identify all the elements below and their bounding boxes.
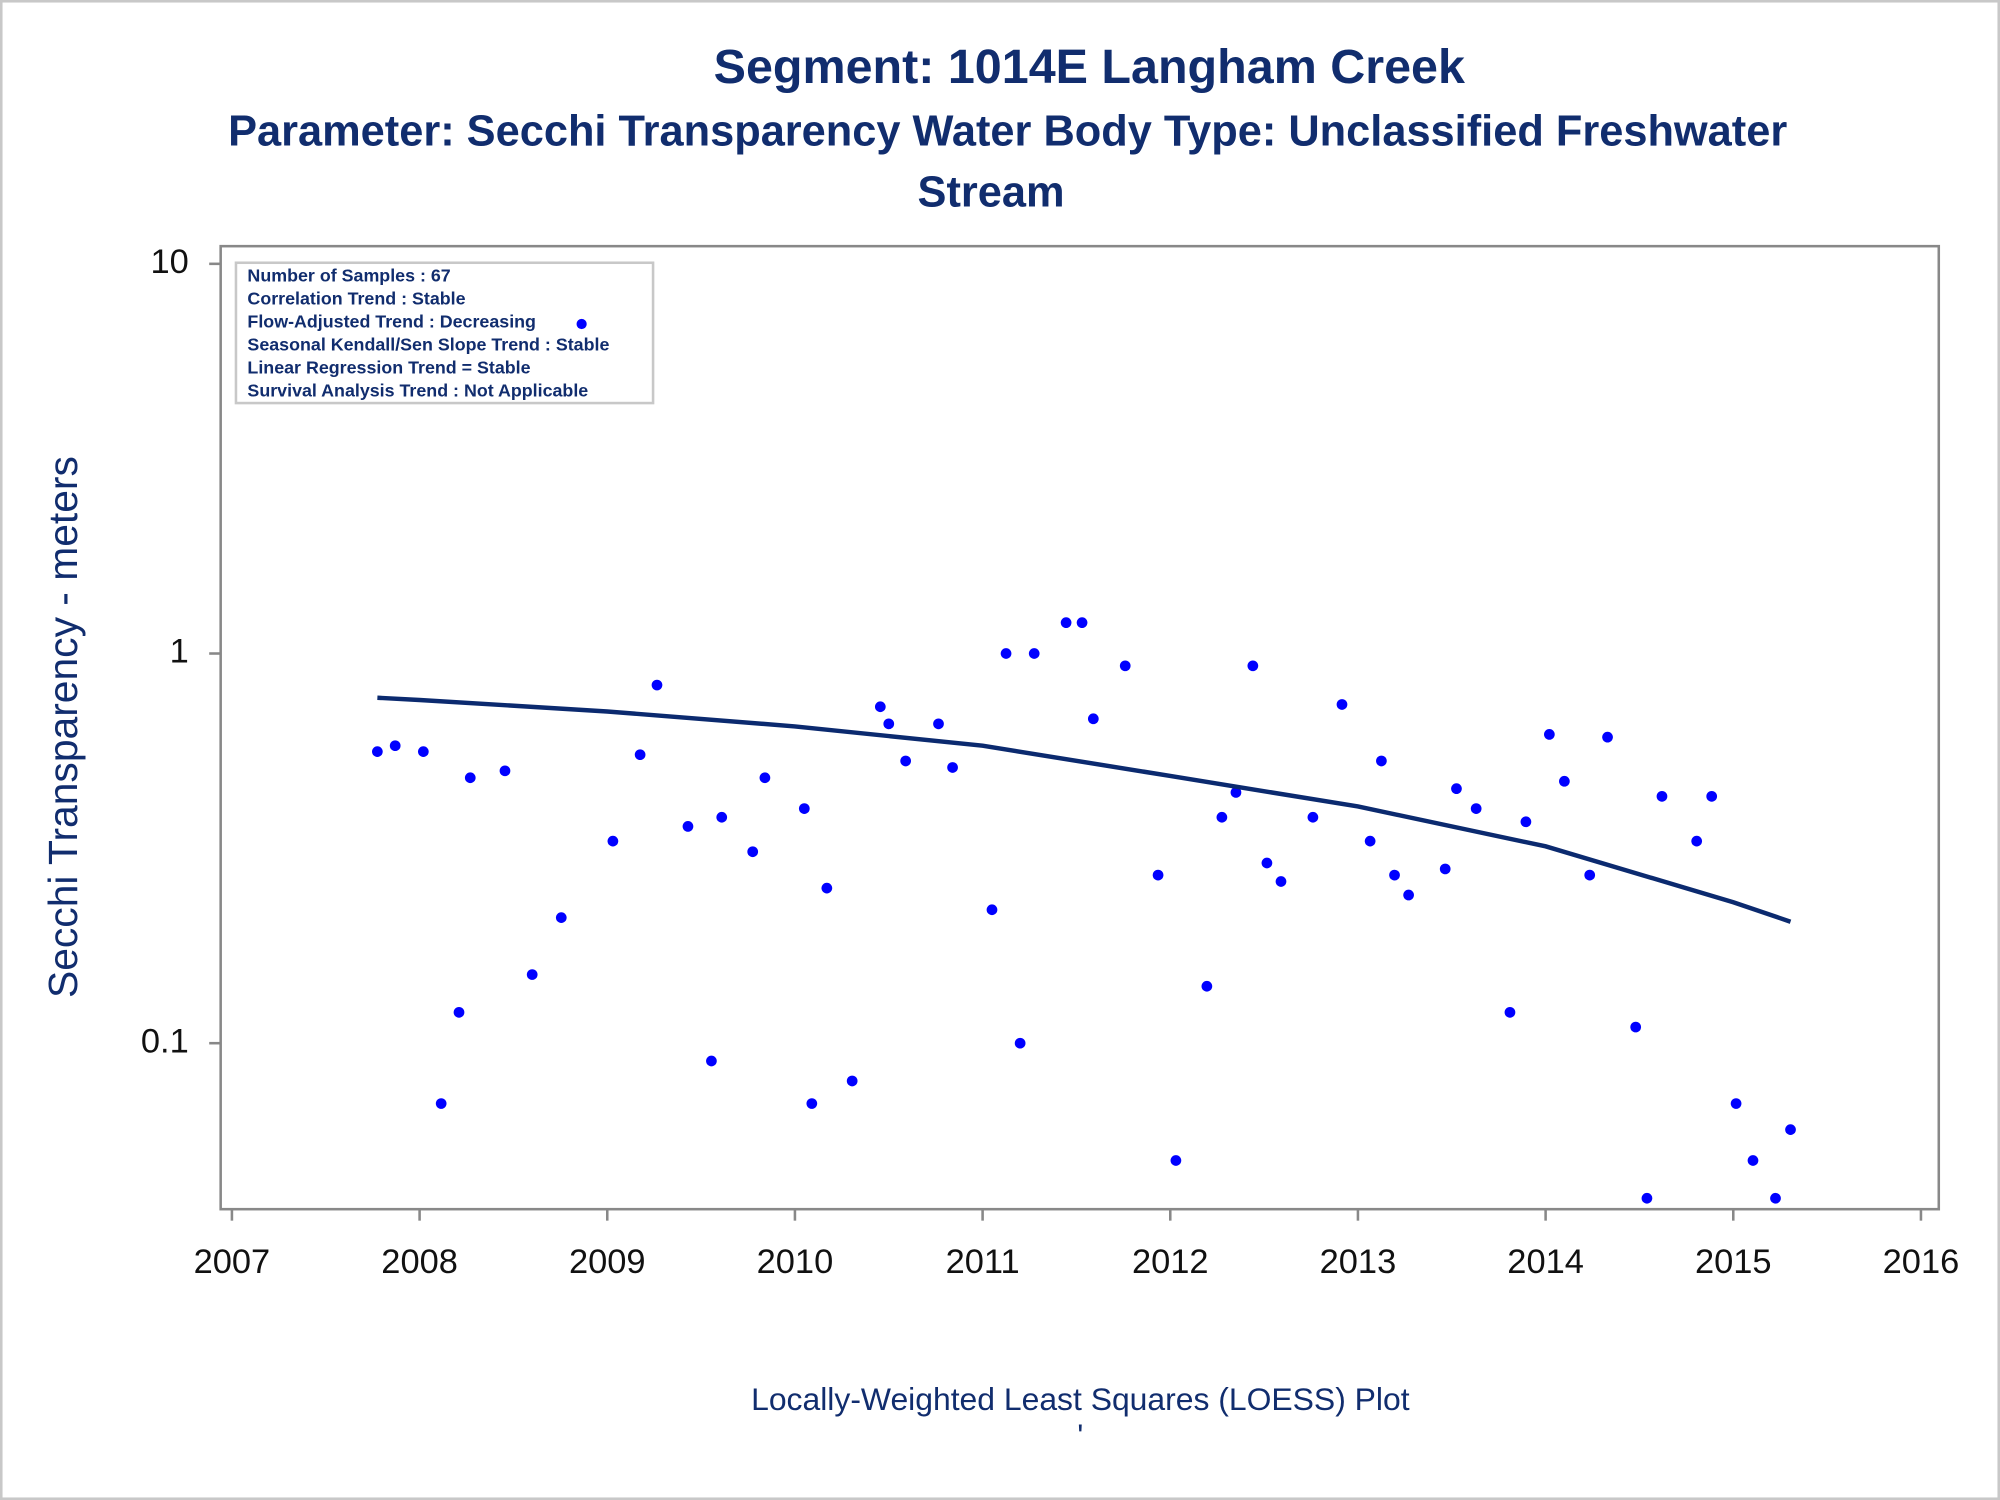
data-point: [1261, 857, 1273, 869]
x-axis-label: Locally-Weighted Least Squares (LOESS) P…: [751, 1381, 1410, 1417]
chart-subtitle: Parameter: Secchi Transparency Water Bod…: [228, 107, 1787, 155]
data-point: [1559, 775, 1570, 787]
y-tick-label: 0.1: [141, 1022, 189, 1060]
data-point: [1630, 1021, 1642, 1033]
stats-line: Flow-Adjusted Trend : Decreasing: [247, 311, 536, 331]
data-point: [1014, 1037, 1026, 1049]
data-point: [1201, 980, 1213, 992]
stats-line: Number of Samples : 67: [247, 266, 450, 286]
data-point: [1706, 790, 1718, 802]
x-tick-label: 2013: [1320, 1243, 1397, 1281]
data-point: [706, 1055, 717, 1067]
data-point: [372, 746, 383, 757]
data-point: [1747, 1155, 1759, 1166]
data-point: [464, 772, 476, 784]
data-point: [1247, 660, 1259, 672]
data-point: [821, 882, 833, 894]
stats-box: [234, 261, 655, 405]
data-point: [1336, 699, 1348, 710]
stats-line: Linear Regression Trend = Stable: [247, 357, 530, 377]
x-tick-label: 2010: [757, 1243, 834, 1281]
data-point: [1785, 1124, 1796, 1135]
y-tick-label: 10: [150, 243, 188, 281]
data-point: [747, 846, 759, 858]
x-tick-label: 2009: [569, 1243, 646, 1281]
data-point: [1170, 1155, 1182, 1166]
data-point: [900, 755, 912, 767]
data-point: [435, 1098, 447, 1109]
data-point: [1060, 617, 1072, 629]
data-point: [1376, 755, 1387, 767]
data-point: [1028, 648, 1040, 659]
data-point: [1152, 869, 1164, 881]
data-point: [1087, 713, 1099, 725]
legend-marker: [576, 318, 587, 330]
y-axis-label: Secchi Transparency - meters: [40, 456, 86, 998]
data-point: [1275, 876, 1287, 887]
data-point: [1389, 869, 1400, 881]
data-point: [1307, 811, 1319, 823]
data-point: [651, 679, 663, 691]
data-point: [1216, 811, 1228, 823]
data-point: [1602, 731, 1613, 743]
data-point: [1584, 869, 1596, 881]
data-point: [1000, 648, 1012, 659]
data-point: [499, 765, 511, 777]
x-tick-label: 2007: [194, 1243, 271, 1281]
data-point: [389, 740, 401, 752]
data-point: [947, 762, 958, 773]
data-point: [453, 1006, 465, 1018]
data-point: [883, 718, 895, 730]
data-point: [417, 746, 429, 757]
data-point: [555, 912, 567, 923]
data-point: [1504, 1006, 1516, 1018]
data-point: [1470, 803, 1482, 814]
data-point: [1691, 835, 1703, 847]
data-point: [607, 835, 619, 847]
chart-subtitle: Stream: [918, 169, 1065, 217]
stats-line: Seasonal Kendall/Sen Slope Trend : Stabl…: [247, 334, 609, 354]
data-point: [798, 803, 810, 814]
data-point: [1364, 835, 1376, 847]
data-point: [1119, 660, 1131, 672]
data-point: [1730, 1098, 1742, 1109]
data-point: [1439, 863, 1451, 875]
stats-line: Survival Analysis Trend : Not Applicable: [247, 380, 588, 400]
data-point: [1451, 783, 1462, 795]
data-point: [1770, 1192, 1781, 1204]
x-tick-label: 2015: [1695, 1243, 1772, 1281]
x-tick-label: 2008: [381, 1243, 458, 1281]
data-point: [1520, 816, 1532, 828]
data-point: [846, 1075, 858, 1087]
data-point: [1641, 1192, 1653, 1204]
data-point: [1076, 617, 1088, 629]
data-point: [874, 701, 886, 713]
data-point: [716, 811, 728, 823]
y-tick-label: 1: [170, 633, 189, 671]
x-tick-label: 2016: [1883, 1243, 1960, 1281]
chart-title: Segment: 1014E Langham Creek: [714, 40, 1465, 94]
data-point: [759, 772, 771, 784]
data-point: [806, 1098, 818, 1109]
data-point: [682, 821, 694, 832]
data-point: [1230, 787, 1242, 798]
stats-line: Correlation Trend : Stable: [247, 288, 465, 308]
data-point: [1656, 790, 1668, 802]
footnote: ': [1077, 1417, 1083, 1453]
x-tick-label: 2011: [946, 1243, 1020, 1281]
data-point: [1544, 729, 1555, 740]
plot-frame: [219, 244, 1941, 1211]
data-point: [634, 749, 646, 761]
data-point: [986, 904, 998, 916]
data-point: [933, 718, 944, 730]
x-tick-label: 2012: [1132, 1243, 1209, 1281]
x-tick-label: 2014: [1507, 1243, 1584, 1281]
loess-line: [377, 695, 1792, 924]
data-point: [1403, 889, 1414, 901]
data-point: [526, 969, 538, 980]
